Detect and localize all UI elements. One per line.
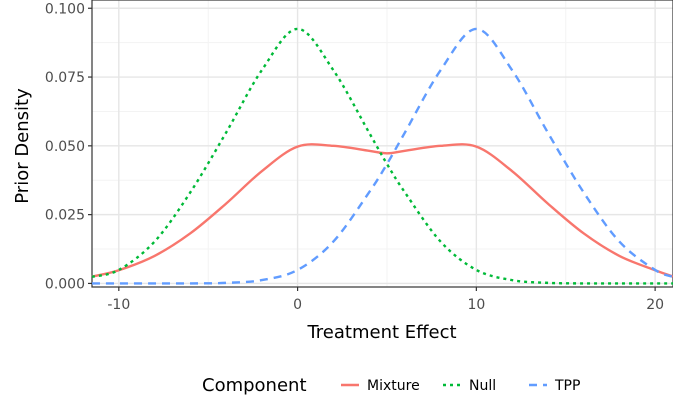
y-tick-label: 0.100: [45, 1, 85, 17]
series-lines: [91, 27, 673, 285]
series-line-tpp: [92, 27, 673, 285]
x-tick-label: -10: [107, 297, 130, 313]
x-tick-label: 0: [293, 297, 302, 313]
x-axis-title: Treatment Effect: [306, 322, 456, 343]
plot-panel-background: [92, 0, 673, 287]
legend: Component Mixture Null TPP: [202, 375, 580, 396]
legend-label-tpp: TPP: [554, 378, 580, 394]
x-axis-ticks: -10 0 10 20: [107, 287, 664, 313]
y-tick-label: 0.000: [45, 276, 85, 292]
plot-panel-border: [91, 0, 673, 288]
grid-minor: [92, 0, 673, 287]
x-tick-label: 20: [646, 297, 664, 313]
legend-label-mixture: Mixture: [367, 378, 420, 394]
y-tick-label: 0.025: [45, 208, 85, 224]
y-tick-label: 0.050: [45, 139, 85, 155]
series-line-mixture: [91, 143, 673, 278]
legend-title: Component: [202, 375, 307, 396]
legend-label-null: Null: [469, 378, 496, 394]
grid-major: [91, 0, 673, 288]
y-axis-ticks: 0.000 0.025 0.050 0.075 0.100: [45, 1, 92, 292]
y-tick-label: 0.075: [45, 70, 85, 86]
series-line-null: [91, 27, 673, 285]
x-tick-label: 10: [467, 297, 485, 313]
y-axis-title: Prior Density: [12, 88, 33, 204]
